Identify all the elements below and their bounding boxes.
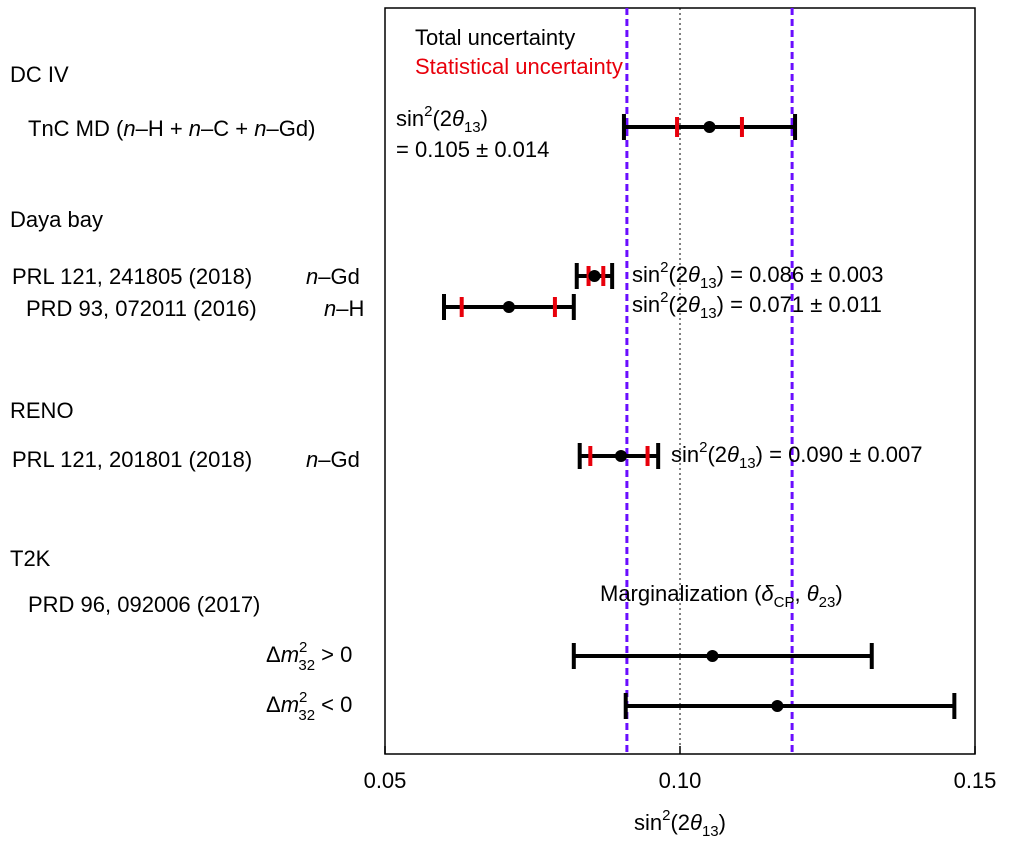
central-value-0 <box>703 121 716 133</box>
annotation-t2k-marginalization: Marginalization (δCP, θ23) <box>600 581 843 611</box>
label-dc-tnc-md: TnC MD (n–H + n–C + n–Gd) <box>28 116 315 141</box>
group-reno: RENO <box>10 398 74 423</box>
group-dc-iv: DC IV <box>10 62 69 87</box>
group-t2k: T2K <box>10 546 51 571</box>
annotation-reno-value: = 0.090 ± 0.007 <box>769 442 922 467</box>
measurement-3 <box>577 443 661 469</box>
x-axis: 0.05 0.10 0.15 <box>364 746 997 793</box>
annotation-daya-prl-value: = 0.086 ± 0.003 <box>730 262 883 287</box>
group-daya-bay: Daya bay <box>10 207 103 232</box>
central-value-4 <box>706 650 719 662</box>
annotation-daya-prd: sin2(2θ13) = 0.071 ± 0.011 <box>632 289 882 322</box>
band-layer <box>625 8 794 754</box>
measurement-4 <box>571 643 874 669</box>
label-t2k-normal: Δm2 32 > 0 <box>266 639 352 674</box>
measurement-1 <box>574 263 615 289</box>
measurement-2 <box>442 294 576 320</box>
label-t2k-inverted: Δm2 32 < 0 <box>266 689 352 724</box>
annotation-daya-prd-value: = 0.071 ± 0.011 <box>730 292 882 317</box>
annotation-dc-formula: sin2(2θ13) <box>396 103 488 136</box>
x-tick-label-1: 0.10 <box>659 768 702 793</box>
x-tick-label-0: 0.05 <box>364 768 407 793</box>
label-reno-prl: PRL 121, 201801 (2018) <box>12 447 252 472</box>
annotation-dc-value: = 0.105 ± 0.014 <box>396 137 549 162</box>
legend-total: Total uncertainty <box>415 25 575 50</box>
label-daya-prl: PRL 121, 241805 (2018) <box>12 264 252 289</box>
x-tick-label-2: 0.15 <box>954 768 997 793</box>
measurement-5 <box>623 693 957 719</box>
label-daya-prd: PRD 93, 072011 (2016) <box>26 296 257 321</box>
x-axis-label: sin2(2θ13) <box>634 807 726 840</box>
label-t2k-prd: PRD 96, 092006 (2017) <box>28 592 260 617</box>
annotation-daya-prl: sin2(2θ13) = 0.086 ± 0.003 <box>632 259 883 292</box>
central-value-3 <box>615 450 627 462</box>
label-daya-prd-nh: n–H <box>324 296 364 321</box>
label-daya-prl-ngd: n–Gd <box>306 264 360 289</box>
central-value-5 <box>771 700 784 712</box>
central-value-1 <box>588 270 601 282</box>
annotation-reno: sin2(2θ13) = 0.090 ± 0.007 <box>671 439 922 472</box>
error-bars-layer <box>442 114 957 719</box>
legend-statistical: Statistical uncertainty <box>415 54 623 79</box>
central-value-2 <box>502 301 515 313</box>
measurement-0 <box>621 114 798 140</box>
label-reno-ngd: n–Gd <box>306 447 360 472</box>
